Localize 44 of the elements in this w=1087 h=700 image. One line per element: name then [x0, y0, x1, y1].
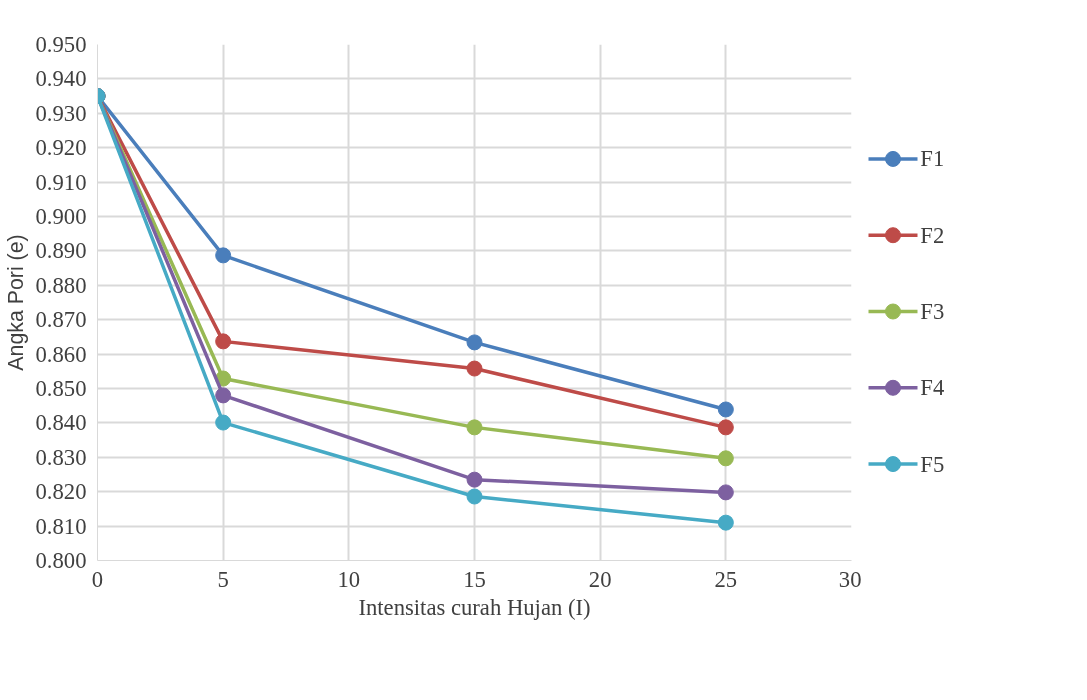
y-tick-label: 0.940 [35, 66, 87, 92]
y-tick-label: 0.820 [35, 479, 87, 505]
x-axis-title: Intensitas curah Hujan (I) [358, 594, 591, 620]
y-tick-label: 0.890 [35, 238, 87, 264]
point [466, 471, 483, 488]
y-tick-label: 0.800 [35, 548, 87, 573]
y-tick-label: 0.840 [35, 410, 87, 436]
point [215, 414, 232, 431]
point [466, 419, 483, 436]
legend-label: F1 [920, 146, 945, 172]
y-tick-label: 0.850 [35, 376, 87, 401]
x-tick-label: 0 [91, 566, 104, 592]
point [215, 247, 232, 264]
legend-label: F3 [920, 299, 945, 324]
y-tick-label: 0.870 [35, 307, 87, 333]
point [717, 401, 734, 418]
point [717, 419, 734, 436]
legend-label: F5 [920, 451, 945, 477]
y-tick-label: 0.920 [35, 135, 87, 161]
y-tick-label: 0.910 [35, 169, 87, 195]
x-tick-label: 10 [337, 566, 361, 592]
point [466, 488, 483, 505]
x-tick-label: 15 [463, 566, 486, 592]
point [215, 387, 232, 404]
x-tick-label: 20 [588, 566, 612, 592]
y-tick-label: 0.950 [35, 32, 87, 57]
point [215, 333, 232, 350]
y-tick-label: 0.880 [35, 272, 87, 298]
point [466, 334, 483, 351]
y-tick-label: 0.930 [35, 100, 87, 126]
x-tick-label: 25 [714, 566, 738, 592]
x-tick-label: 30 [838, 566, 862, 592]
point [466, 360, 483, 377]
y-axis-title: Angka Pori (e) [3, 234, 28, 371]
y-tick-label: 0.900 [35, 204, 87, 229]
y-tick-label: 0.810 [35, 513, 87, 539]
legend-label: F2 [920, 222, 945, 248]
point [717, 484, 734, 501]
point [717, 514, 734, 531]
x-tick-label: 5 [217, 566, 229, 592]
y-tick-label: 0.830 [35, 444, 87, 470]
y-tick-label: 0.860 [35, 341, 87, 367]
legend-label: F4 [920, 375, 945, 401]
point [717, 450, 734, 467]
